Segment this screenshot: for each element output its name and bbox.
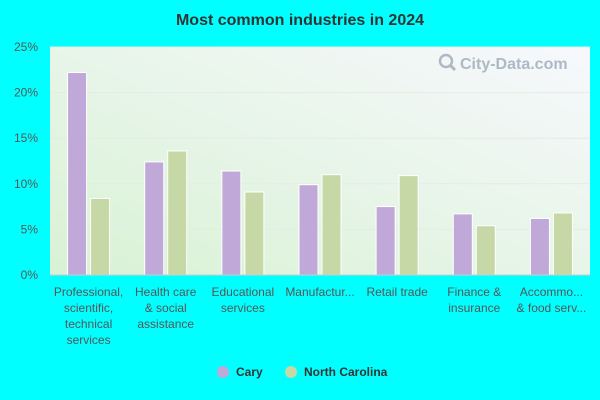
bar-north-carolina[interactable] — [244, 191, 265, 276]
bar-cary[interactable] — [221, 170, 242, 276]
watermark: City-Data.com — [438, 53, 568, 73]
bar-north-carolina[interactable] — [552, 212, 573, 276]
legend: Cary North Carolina — [217, 365, 388, 379]
bar-cary[interactable] — [144, 161, 165, 276]
x-tick-label: Finance & insurance — [447, 285, 501, 315]
x-tick-label: Accommo... & food serv... — [517, 285, 587, 315]
x-tick-label: Manufactur... — [285, 285, 354, 299]
bar-north-carolina[interactable] — [167, 150, 188, 276]
plot-area — [50, 47, 590, 275]
legend-swatch — [217, 366, 229, 378]
x-tick-label: Health care & social assistance — [135, 285, 197, 331]
watermark-text: City-Data.com — [460, 56, 568, 73]
legend-swatch — [285, 366, 297, 378]
bar-north-carolina[interactable] — [398, 175, 419, 276]
bar-north-carolina[interactable] — [475, 225, 496, 276]
bar-cary[interactable] — [452, 213, 473, 276]
x-tick-label: Educational services — [211, 285, 274, 315]
y-tick-label: 25% — [14, 40, 38, 54]
bar-cary[interactable] — [529, 217, 550, 276]
y-tick-label: 10% — [14, 177, 38, 191]
y-tick-label: 5% — [21, 222, 39, 236]
bar-north-carolina[interactable] — [321, 174, 342, 276]
legend-label: North Carolina — [304, 365, 388, 379]
magnifier-icon — [438, 53, 457, 72]
legend-label: Cary — [236, 365, 263, 379]
y-tick-label: 0% — [21, 268, 39, 282]
bars — [67, 72, 573, 276]
y-tick-label: 15% — [14, 131, 38, 145]
y-axis-ticks: 0% 5% 10% 15% 20% 25% — [14, 40, 38, 282]
bar-cary[interactable] — [67, 72, 88, 276]
chart-title: Most common industries in 2024 — [176, 12, 424, 29]
bar-cary[interactable] — [298, 184, 319, 276]
y-tick-label: 20% — [14, 86, 38, 100]
x-axis-ticks: Professional, scientific, technical service… — [54, 285, 586, 347]
bar-north-carolina[interactable] — [90, 197, 111, 276]
x-tick-label: Retail trade — [366, 285, 428, 299]
gridlines — [50, 46, 590, 230]
x-tick-label: Professional, scientific, technical service… — [54, 285, 123, 347]
bar-cary[interactable] — [375, 206, 396, 276]
